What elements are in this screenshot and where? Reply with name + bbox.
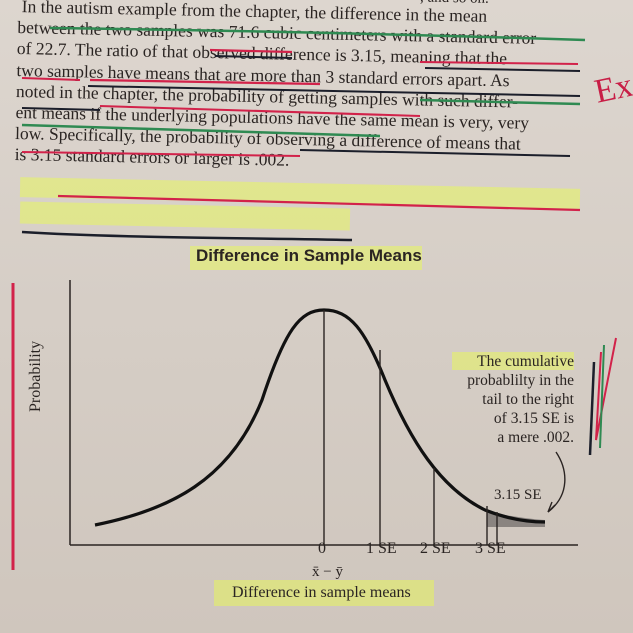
x-tick-label: 0 bbox=[318, 540, 326, 557]
callout-line: tail to the right bbox=[482, 391, 574, 408]
callout-arrowhead bbox=[547, 501, 556, 513]
underline-dark bbox=[21, 230, 353, 242]
margin-bracket bbox=[599, 344, 605, 449]
callout-line: The cumulative bbox=[477, 353, 574, 370]
callout-text: The cumulative probablilty in the tail t… bbox=[452, 352, 574, 447]
callout-highlight bbox=[452, 352, 574, 370]
underline-green bbox=[21, 123, 381, 138]
underline-dark bbox=[299, 149, 571, 157]
x-tick-label: 1 SE bbox=[366, 540, 397, 557]
callout-line: of 3.15 SE is bbox=[493, 410, 574, 427]
underline-red bbox=[21, 151, 301, 157]
underline-dark bbox=[87, 85, 581, 97]
margin-bracket bbox=[588, 361, 596, 456]
margin-note: Ex bbox=[591, 67, 633, 111]
underline-green bbox=[49, 26, 586, 42]
figure-title: Difference in Sample Means bbox=[196, 246, 422, 265]
underline-green bbox=[419, 98, 581, 106]
x-tick-label: 3 SE bbox=[475, 540, 506, 557]
x-axis-symbol: x̄ − ȳ bbox=[312, 564, 343, 580]
underline-red bbox=[99, 105, 421, 117]
tail-label: 3.15 SE bbox=[494, 487, 542, 503]
underline-red bbox=[419, 61, 579, 65]
normal-curve bbox=[94, 308, 546, 527]
x-tick-label: 2 SE bbox=[420, 540, 451, 557]
callout-line: probablilty in the bbox=[467, 372, 574, 389]
x-axis-label: Difference in sample means bbox=[232, 584, 411, 601]
margin-bracket bbox=[595, 337, 617, 441]
underline-red bbox=[21, 77, 81, 81]
underline-dark bbox=[424, 67, 581, 72]
callout-arrow bbox=[547, 451, 566, 513]
callout-line: a mere .002. bbox=[497, 429, 574, 446]
y-axis-label: Probability bbox=[27, 340, 44, 412]
underline-dark bbox=[214, 55, 293, 59]
underline-red bbox=[89, 78, 321, 86]
underline-red bbox=[57, 194, 581, 212]
title-highlight bbox=[190, 246, 422, 270]
underline-red bbox=[209, 48, 293, 54]
underline-dark bbox=[21, 107, 101, 111]
xlabel-highlight bbox=[214, 580, 434, 606]
